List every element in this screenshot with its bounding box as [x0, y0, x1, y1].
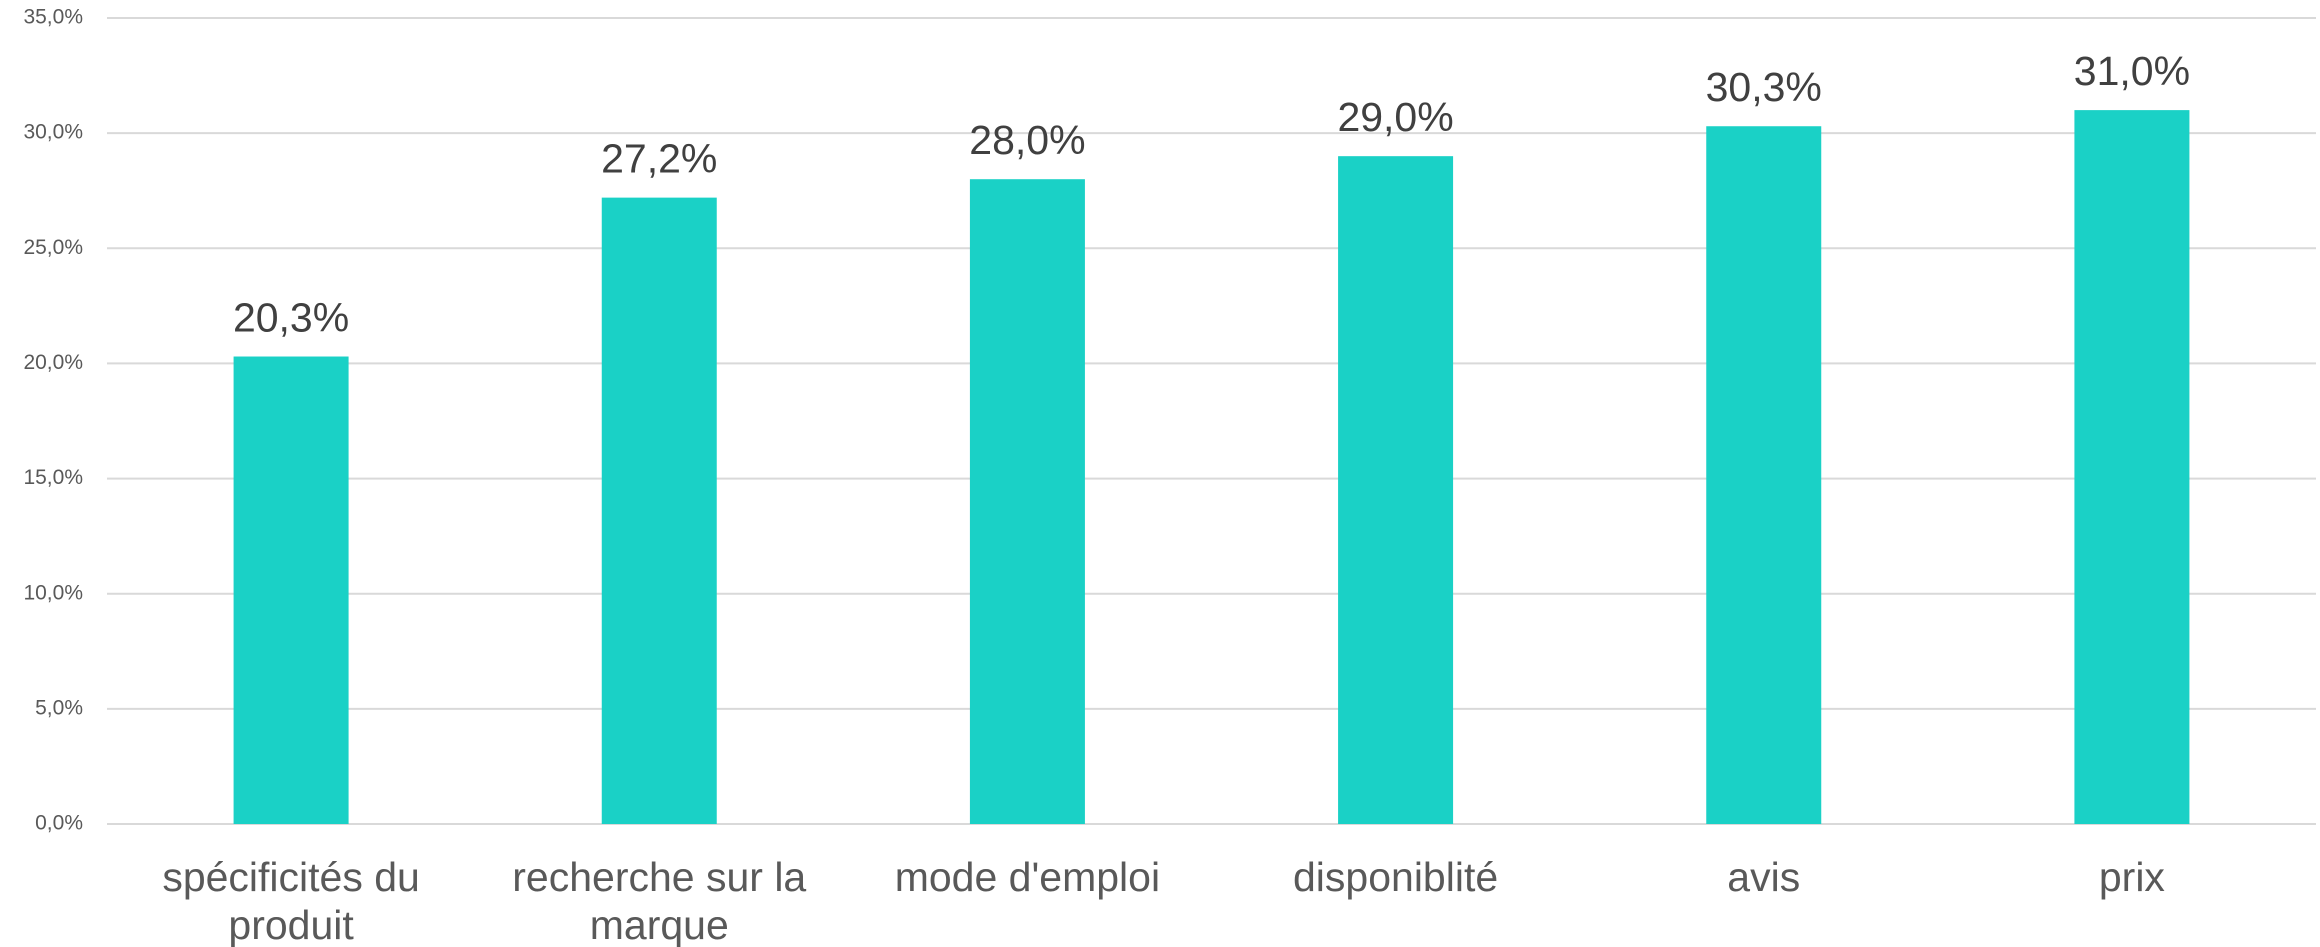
- data-label: 28,0%: [969, 117, 1085, 163]
- bar: [601, 197, 717, 824]
- y-tick-label: 30,0%: [23, 121, 83, 144]
- data-label: 20,3%: [233, 294, 349, 340]
- bar: [1706, 126, 1822, 825]
- data-label: 29,0%: [1337, 94, 1453, 140]
- bar: [2074, 110, 2190, 825]
- x-tick-label: mode d'emploi: [894, 854, 1161, 900]
- y-tick-label: 15,0%: [23, 466, 83, 489]
- y-tick-label: 20,0%: [23, 351, 83, 374]
- y-tick-label: 10,0%: [23, 581, 83, 604]
- x-tick-label: recherche sur la marque: [512, 854, 807, 947]
- x-tick-label: prix: [2098, 854, 2165, 900]
- data-label: 30,3%: [1706, 64, 1822, 110]
- x-tick-label: avis: [1727, 854, 1801, 900]
- bar: [969, 179, 1085, 824]
- y-tick-label: 35,0%: [23, 6, 83, 29]
- data-label: 31,0%: [2074, 48, 2190, 94]
- y-tick-label: 25,0%: [23, 236, 83, 259]
- bar: [1338, 156, 1454, 824]
- y-tick-label: 5,0%: [35, 696, 83, 719]
- bar: [233, 356, 349, 824]
- y-tick-label: 0,0%: [35, 812, 83, 835]
- data-label: 27,2%: [601, 135, 717, 181]
- x-tick-label: spécificités du produit: [162, 854, 420, 947]
- x-tick-label: disponiblité: [1293, 854, 1499, 900]
